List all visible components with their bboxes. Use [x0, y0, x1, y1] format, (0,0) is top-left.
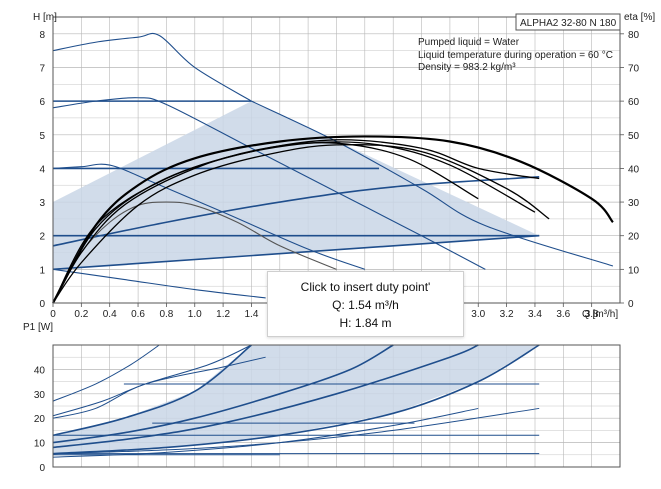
- x-tick-label: 3.8: [585, 309, 599, 320]
- series-top: [52, 32, 614, 304]
- model-title-box: [515, 13, 621, 31]
- y2-tick-label: 60: [628, 97, 640, 108]
- x-tick-label: 3.4: [528, 309, 542, 320]
- y-tick-label: 30: [34, 390, 46, 401]
- x-tick-label: 0.8: [159, 309, 173, 320]
- series-line: [52, 344, 479, 449]
- operating-area-bottom: [53, 345, 540, 454]
- y-tick-label: 10: [34, 439, 46, 450]
- series-line: [52, 344, 540, 455]
- series-line: [52, 135, 614, 304]
- series-line: [52, 344, 252, 437]
- series-line: [52, 344, 160, 402]
- y2-tick-label: 50: [628, 131, 640, 142]
- x-tick-label: 0: [50, 309, 56, 320]
- x-tick-label: 3.0: [471, 309, 485, 320]
- y2-tick-label: 0: [628, 299, 634, 310]
- info-density: Density = 983.2 kg/m³: [418, 62, 516, 73]
- y2-tick-label: 10: [628, 265, 640, 276]
- y-tick-label: 0: [39, 463, 45, 474]
- x-tick-label: 1.0: [188, 309, 202, 320]
- y-tick-label: 8: [39, 30, 45, 41]
- y-tick-label: 20: [34, 414, 46, 425]
- bottom-plot-frame: [52, 344, 621, 468]
- y2-tick-label: 20: [628, 232, 640, 243]
- y2-tick-label: 70: [628, 63, 640, 74]
- duty-point-tooltip[interactable]: Click to insert duty point' Q: 1.54 m³/h…: [267, 271, 464, 337]
- y-tick-label: 3: [39, 198, 45, 209]
- model-title: ALPHA2 32-80 N 180: [520, 18, 617, 29]
- series-line: [52, 344, 394, 444]
- info-liquid: Pumped liquid = Water: [418, 37, 520, 48]
- y2-tick-label: 30: [628, 198, 640, 209]
- y-tick-label: 6: [39, 97, 45, 108]
- series-line: [52, 268, 266, 299]
- y2-tick-label: 80: [628, 30, 640, 41]
- series-line: [52, 32, 252, 102]
- x-tick-label: 0.4: [103, 309, 117, 320]
- x-axis-label: Q [m³/h]: [582, 309, 618, 320]
- series-line: [251, 100, 614, 267]
- y-tick-label: 4: [39, 164, 45, 175]
- y2-axis-label: eta [%]: [624, 12, 655, 23]
- operating-area-polygon: [53, 345, 540, 454]
- y2-tick-label: 40: [628, 164, 640, 175]
- x-tick-label: 3.6: [556, 309, 570, 320]
- tooltip-instruction: Click to insert duty point': [300, 280, 431, 294]
- y-tick-label: 7: [39, 63, 45, 74]
- info-temperature: Liquid temperature during operation = 60…: [418, 50, 613, 61]
- x-tick-label: 0.2: [74, 309, 88, 320]
- y-tick-label: 2: [39, 232, 45, 243]
- y-tick-label: 1: [39, 265, 45, 276]
- operating-area-polygon: [53, 101, 540, 270]
- x-tick-label: 1.4: [244, 309, 258, 320]
- y-tick-label: 0: [39, 299, 45, 310]
- series-line: [52, 97, 486, 270]
- y-tick-label: 40: [34, 365, 46, 376]
- series-line: [52, 176, 540, 247]
- y-axis-label-bottom: P1 [W]: [23, 322, 53, 333]
- x-tick-label: 3.2: [500, 309, 514, 320]
- tooltip-head: H: 1.84 m: [339, 316, 392, 330]
- tooltip-flow: Q: 1.54 m³/h: [332, 298, 399, 312]
- series-line: [52, 143, 550, 304]
- x-tick-label: 0.6: [131, 309, 145, 320]
- y-axis-label-top: H [m]: [33, 12, 57, 23]
- y-tick-label: 5: [39, 131, 45, 142]
- x-tick-label: 1.2: [216, 309, 230, 320]
- operating-area-top: [53, 101, 540, 270]
